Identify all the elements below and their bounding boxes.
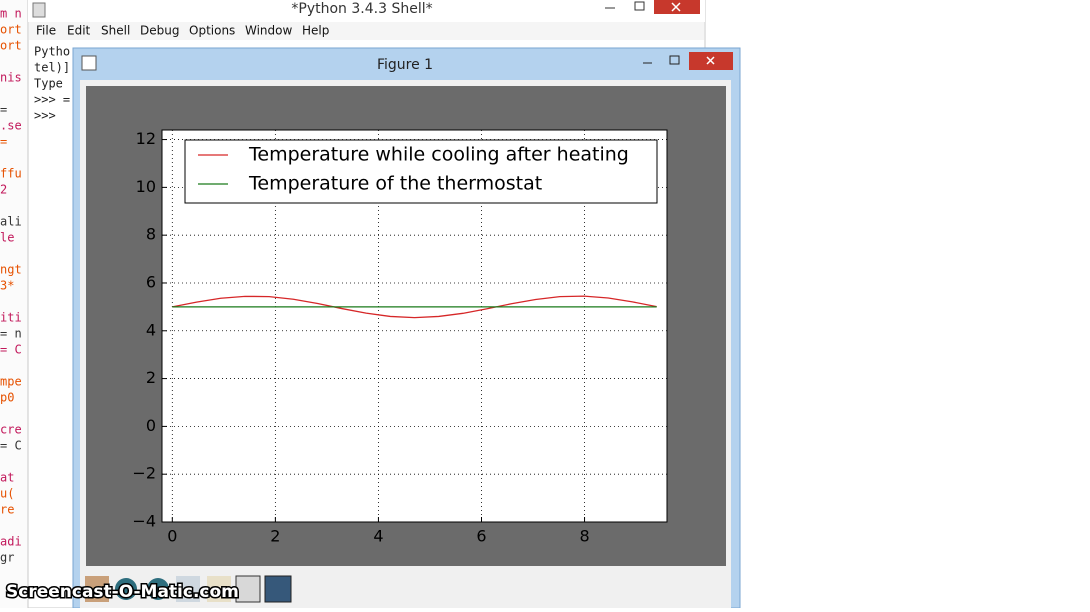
code-fragment: p0: [0, 391, 14, 405]
code-fragment: ort: [0, 23, 22, 37]
code-fragment: = n: [0, 327, 22, 341]
code-fragment: mpe: [0, 375, 22, 389]
home-button[interactable]: [85, 576, 109, 602]
code-fragment: re: [0, 503, 14, 517]
forward-button[interactable]: [147, 578, 169, 600]
shell-line: >>> =: [34, 93, 70, 107]
code-fragment: le: [0, 231, 14, 245]
legend-label: Temperature while cooling after heating: [248, 144, 629, 166]
watermark: Screencast-O-Matic.com: [6, 582, 239, 602]
y-tick-label: 12: [136, 129, 156, 148]
y-tick-label: 8: [146, 225, 156, 244]
menu-item: Options: [189, 24, 235, 38]
plot: −4 −2 0 2 4 6 8 10 12 0 2 4 6 8 Temperature while cool…: [132, 129, 668, 546]
menu-item: Window: [245, 24, 293, 38]
y-tick-label: 4: [146, 320, 156, 339]
y-tick-label: −2: [132, 464, 156, 483]
shell-title: *Python 3.4.3 Shell*: [291, 1, 432, 17]
code-window: [0, 0, 28, 608]
y-tick-label: 6: [146, 272, 156, 291]
code-fragment: 3*: [0, 279, 14, 293]
subplots-button[interactable]: [235, 575, 261, 603]
code-fragment: cre: [0, 423, 22, 437]
legend-label: Temperature of the thermostat: [248, 173, 542, 195]
y-tick-label: 2: [146, 368, 156, 387]
maximize-button[interactable]: [634, 1, 645, 11]
series-line: [172, 295, 657, 319]
code-fragment: 2: [0, 183, 7, 197]
code-fragment: gr: [0, 551, 14, 565]
code-fragment: u(: [0, 487, 14, 501]
figure-title: Figure 1: [377, 57, 433, 73]
code-fragment: adi: [0, 535, 22, 549]
menu-bar: [29, 22, 704, 40]
x-tick-label: 0: [167, 527, 177, 546]
menu-item: Edit: [67, 24, 91, 38]
figure-icon: [81, 55, 97, 71]
code-fragment: =: [0, 103, 7, 117]
pan-button[interactable]: [176, 576, 200, 602]
code-fragments: m n ort ort nis = .se = ffu 2 ali le ngt 3* iti = n = C…: [0, 7, 22, 565]
shell-titlebar: [28, 0, 705, 22]
zoom-button[interactable]: [207, 576, 231, 602]
code-fragment: = C: [0, 439, 22, 453]
x-tick-label: 2: [270, 527, 280, 546]
code-fragment: iti: [0, 311, 22, 325]
code-fragment: ort: [0, 39, 22, 53]
back-button[interactable]: [115, 578, 137, 600]
x-tick-label: 4: [373, 527, 383, 546]
shell-icon: [32, 2, 46, 18]
shell-line: Type: [34, 77, 63, 91]
code-fragment: at: [0, 471, 14, 485]
figure-close-icon: [706, 56, 715, 65]
code-fragment: ffu: [0, 167, 22, 181]
code-fragment: ngt: [0, 263, 22, 277]
shell-line: >>>: [34, 109, 56, 123]
menu-item: Help: [302, 24, 329, 38]
shell-line: tel)]: [34, 61, 70, 75]
close-icon: [671, 2, 681, 12]
code-fragment: = C: [0, 343, 22, 357]
x-tick-label: 8: [579, 527, 589, 546]
menu-item: Shell: [101, 24, 130, 38]
menu: File Edit Shell Debug Options Window Help: [36, 24, 329, 38]
menu-item: File: [36, 24, 56, 38]
code-fragment: .se: [0, 119, 22, 133]
y-tick-label: 10: [136, 177, 156, 196]
x-tick-label: 6: [476, 527, 486, 546]
toolbar-buttons: [85, 575, 292, 603]
shell-line: Pytho: [34, 45, 70, 59]
code-fragment: =: [0, 135, 7, 149]
legend-box: [184, 139, 658, 204]
code-fragment: nis: [0, 71, 22, 85]
code-fragment: m n: [0, 7, 22, 21]
code-fragment: ali: [0, 215, 22, 229]
shell-text: Pytho tel)] Type >>> = >>>: [34, 45, 70, 123]
menu-item: Debug: [140, 24, 179, 38]
y-tick-label: −4: [132, 512, 156, 531]
save-button[interactable]: [264, 575, 292, 603]
figure-maximize[interactable]: [669, 55, 680, 65]
y-tick-label: 0: [146, 416, 156, 435]
